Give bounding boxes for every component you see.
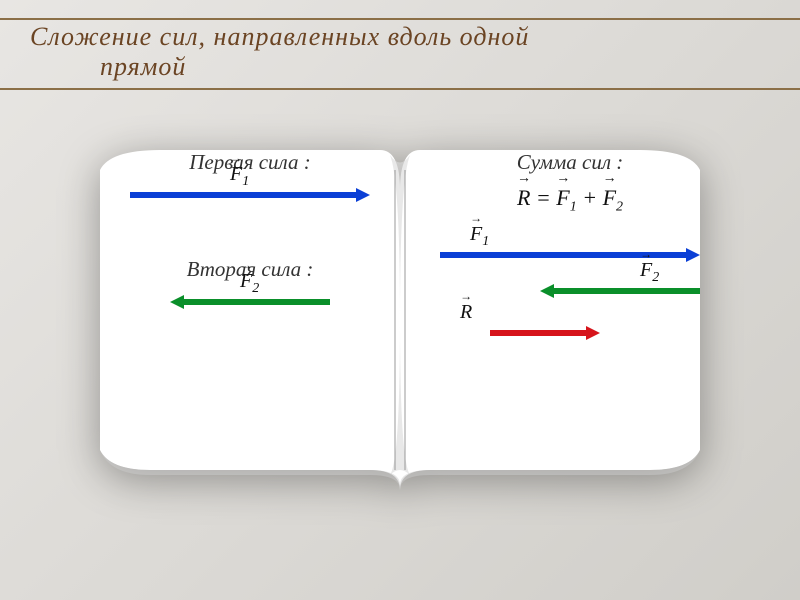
rf2-sub: 2 — [652, 270, 659, 285]
right-r-arrow: R — [430, 323, 710, 359]
title-line2: прямой — [0, 52, 800, 82]
f2-symbol: F — [240, 270, 252, 292]
formula-F2sub: 2 — [616, 199, 623, 214]
rf1-sub: 1 — [482, 234, 489, 249]
right-page-content: Сумма сил : R = F1 + F2 F1 F2 R — [430, 150, 710, 365]
formula-F1: F — [556, 185, 569, 210]
rr-symbol: R — [460, 301, 472, 323]
formula-eq: = — [530, 185, 556, 210]
title-line1: Сложение сил, направленных вдоль одной — [0, 22, 800, 52]
formula-F2: F — [603, 185, 616, 210]
rf1-symbol: F — [470, 223, 482, 245]
formula-R: R — [517, 185, 530, 211]
left-f1-arrow: F1 — [110, 185, 390, 221]
f1-symbol: F — [230, 163, 242, 185]
f1-sub: 1 — [242, 174, 249, 189]
right-f1-arrow: F1 — [430, 245, 710, 281]
f2-sub: 2 — [252, 281, 259, 296]
left-section1-label: Первая сила : — [110, 150, 390, 175]
formula-plus: + — [577, 185, 603, 210]
left-f2-arrow: F2 — [110, 292, 390, 328]
title-bar: Сложение сил, направленных вдоль одной п… — [0, 18, 800, 90]
rf2-symbol: F — [640, 259, 652, 281]
formula-F1sub: 1 — [570, 199, 577, 214]
left-page-content: Первая сила : F1 Вторая сила : F2 — [110, 150, 390, 334]
